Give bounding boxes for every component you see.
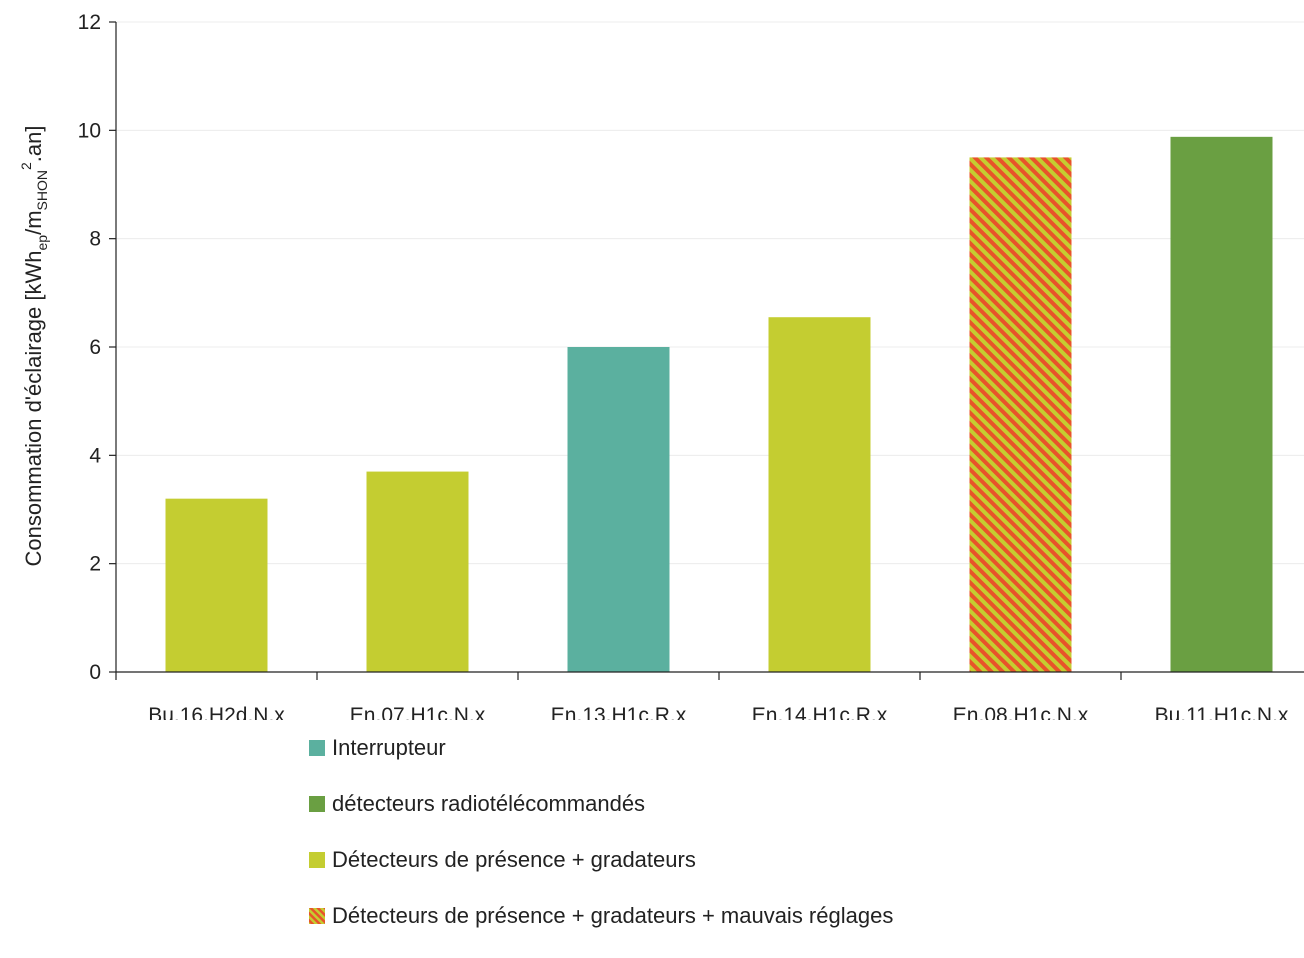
gridlines xyxy=(116,21,1304,565)
bar-en-14-h1c-r-x xyxy=(768,317,871,672)
legend-label: Détecteurs de présence + gradateurs + ma… xyxy=(332,903,894,928)
legend-swatch xyxy=(309,852,325,868)
legend-swatch xyxy=(309,740,325,756)
legend-item-detecteurs-gradateurs: Détecteurs de présence + gradateurs xyxy=(309,846,893,874)
legend-label: Détecteurs de présence + gradateurs xyxy=(332,847,696,872)
bar-en-07-h1c-n-x xyxy=(366,471,469,672)
legend-item-detecteurs-radio: détecteurs radiotélécommandés xyxy=(309,790,893,818)
y-tick-label: 10 xyxy=(78,119,101,142)
x-tick-label: En.13.H1c.R.x xyxy=(551,704,687,720)
y-tick-label: 8 xyxy=(89,228,101,251)
legend-swatch-hatched xyxy=(309,908,325,924)
bars xyxy=(165,136,1273,673)
legend-label: détecteurs radiotélécommandés xyxy=(332,791,646,816)
legend-item-interrupteur: Interrupteur xyxy=(309,734,893,762)
legend-label: Interrupteur xyxy=(332,735,446,760)
y-tick-label: 12 xyxy=(78,11,101,34)
y-axis-label: Consommation d'éclairage [kWhep/mSHON2.a… xyxy=(18,126,50,567)
bar-en-13-h1c-r-x xyxy=(567,347,670,672)
x-tick-label: En.14.H1c.R.x xyxy=(752,704,888,720)
y-tick-label: 2 xyxy=(89,553,101,576)
bar-bu-16-h2d-n-x xyxy=(165,498,268,672)
y-tick-labels: 0 2 4 6 8 10 12 xyxy=(78,11,102,684)
bar-en-08-h1c-n-x xyxy=(969,157,1072,672)
x-tick-labels: Bu.16.H2d.N.x En.07.H1c.N.x En.13.H1c.R.x E… xyxy=(148,704,1289,720)
axes xyxy=(109,21,1304,680)
y-tick-label: 6 xyxy=(89,336,101,359)
x-tick-label: En.08.H1c.N.x xyxy=(953,704,1089,720)
legend: Interrupteur détecteurs radiotélécommand… xyxy=(309,734,893,958)
x-tick-label: Bu.11.H1c.N.x xyxy=(1155,704,1289,720)
bar-chart: 0 2 4 6 8 10 12 Bu.16.H2d.N.x En.07.H1c.N.x En.1… xyxy=(18,11,1304,720)
legend-swatch xyxy=(309,796,325,812)
y-tick-label: 4 xyxy=(89,444,101,467)
x-tick-label: En.07.H1c.N.x xyxy=(350,704,486,720)
legend-item-mauvais-reglages: Détecteurs de présence + gradateurs + ma… xyxy=(309,902,893,930)
y-tick-label: 0 xyxy=(89,661,101,684)
x-tick-label: Bu.16.H2d.N.x xyxy=(148,704,285,720)
bar-bu-11-h1c-n-x xyxy=(1170,136,1273,673)
